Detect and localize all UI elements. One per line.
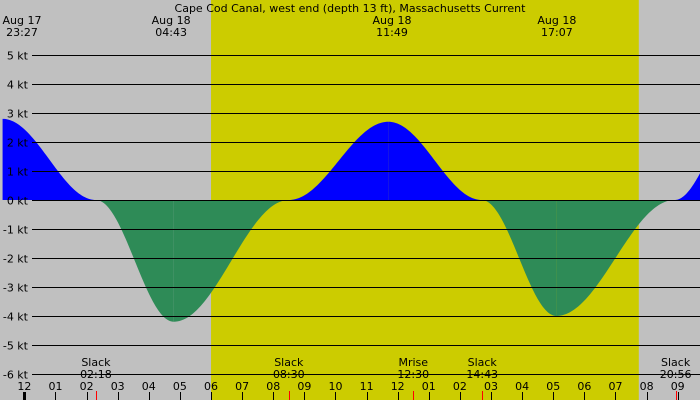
hour-tick-label: 08 [266, 380, 280, 393]
y-tick-label: -3 kt [3, 282, 29, 295]
event-name: Slack [661, 356, 691, 369]
flood-area [2, 118, 96, 200]
current-series [2, 118, 700, 322]
y-tick-label: -4 kt [3, 311, 29, 324]
event-name: Slack [468, 356, 498, 369]
y-tick-label: -5 kt [3, 340, 29, 353]
y-tick-label: 2 kt [7, 137, 29, 150]
hour-tick-label: 01 [48, 380, 62, 393]
ebb-area [95, 200, 174, 322]
hour-tick-label: 12 [17, 380, 31, 393]
flood-area [388, 121, 482, 200]
y-tick-label: -2 kt [3, 253, 29, 266]
ebb-area [173, 200, 289, 322]
sun-event-time: 11:49 [376, 26, 408, 39]
y-tick-label: -6 kt [3, 369, 29, 382]
hour-tick-label: 07 [608, 380, 622, 393]
sun-event-date: Aug 17 [3, 14, 42, 27]
event-time: 14:43 [466, 368, 498, 381]
hour-tick-label: 02 [453, 380, 467, 393]
flood-area [674, 173, 700, 200]
hour-tick-label: 01 [422, 380, 436, 393]
hour-tick-label: 04 [515, 380, 529, 393]
sun-event-time: 23:27 [6, 26, 38, 39]
event-name: Slack [81, 356, 111, 369]
ebb-area [481, 200, 557, 316]
event-name: Slack [274, 356, 304, 369]
hour-tick-label: 09 [671, 380, 685, 393]
y-tick-label: 0 kt [7, 195, 29, 208]
hour-tick-label: 03 [111, 380, 125, 393]
sun-event-time: 17:07 [541, 26, 573, 39]
y-tick-label: 3 kt [7, 108, 29, 121]
hour-tick-label: 02 [80, 380, 94, 393]
hour-tick-label: 07 [235, 380, 249, 393]
x-axis: 1112010203040506070809101112010203040506… [0, 380, 685, 400]
chart-title: Cape Cod Canal, west end (depth 13 ft), … [175, 2, 527, 15]
hour-tick-label: 03 [484, 380, 498, 393]
hour-tick-label: 05 [546, 380, 560, 393]
current-event-labels: Slack02:18Slack08:30Mrise12:30Slack14:43… [80, 356, 691, 400]
sun-event-date: Aug 18 [537, 14, 576, 27]
y-tick-label: -1 kt [3, 224, 29, 237]
y-tick-label: 5 kt [7, 50, 29, 63]
event-time: 20:56 [660, 368, 692, 381]
sun-event-date: Aug 18 [373, 14, 412, 27]
hour-tick-label: 09 [297, 380, 311, 393]
sun-event-time: 04:43 [155, 26, 187, 39]
y-axis: 5 kt 4 kt 3 kt 2 kt 1 kt 0 kt -1 kt -2 kt -3 kt -… [3, 50, 29, 382]
hour-tick-label: 10 [328, 380, 342, 393]
hour-tick-label: 06 [204, 380, 218, 393]
hour-tick-label: 08 [640, 380, 654, 393]
hour-tick-label: 06 [577, 380, 591, 393]
event-time: 02:18 [80, 368, 112, 381]
hour-tick-label: 11 [360, 380, 374, 393]
y-tick-label: 1 kt [7, 166, 29, 179]
flood-area [288, 121, 389, 200]
sun-event-date: Aug 18 [152, 14, 191, 27]
hour-tick-label: 04 [142, 380, 156, 393]
hour-tick-label: 12 [391, 380, 405, 393]
event-time: 08:30 [273, 368, 305, 381]
y-tick-label: 4 kt [7, 79, 29, 92]
hour-tick-label: 05 [173, 380, 187, 393]
grid-lines [32, 55, 700, 375]
event-name: Mrise [398, 356, 428, 369]
event-time: 12:30 [397, 368, 429, 381]
ebb-area [556, 200, 675, 316]
